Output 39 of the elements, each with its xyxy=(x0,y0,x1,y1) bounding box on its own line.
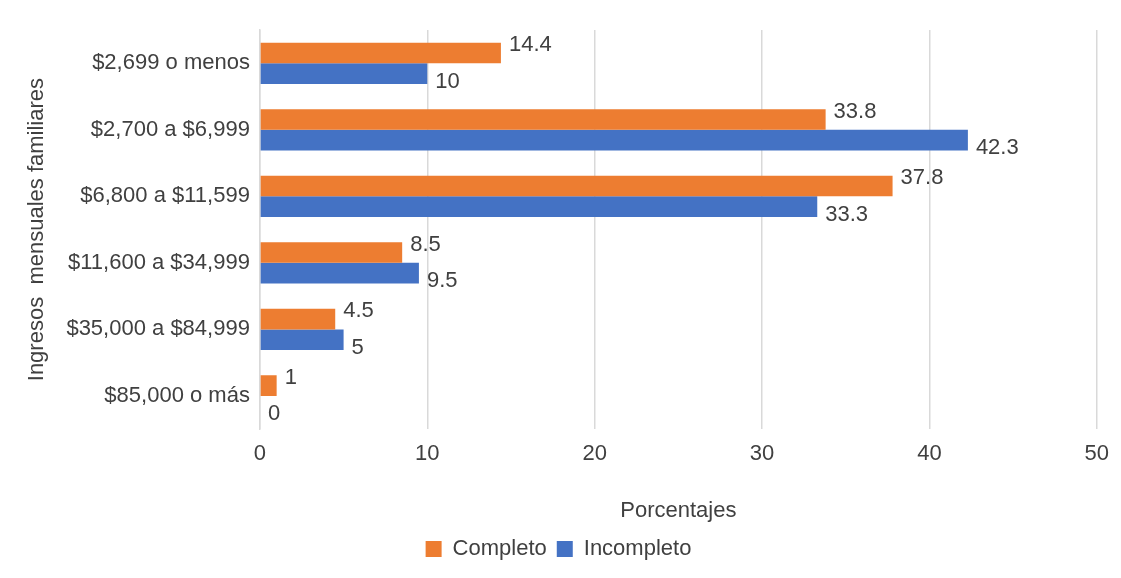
bar xyxy=(260,308,336,330)
x-tick-label: 20 xyxy=(582,440,607,466)
y-axis-title: Ingresos mensuales familiares xyxy=(23,77,49,382)
bar xyxy=(260,42,501,64)
bar xyxy=(260,129,968,151)
data-label: 33.3 xyxy=(825,200,869,226)
y-tick-label: $2,700 a $6,999 xyxy=(90,115,250,141)
y-tick-label: $2,699 o menos xyxy=(92,49,250,75)
bar xyxy=(260,63,428,84)
x-tick-label: 50 xyxy=(1084,440,1110,466)
x-tick-label: 0 xyxy=(253,440,267,466)
y-tick-label: $11,600 a $34,999 xyxy=(68,248,250,274)
data-label: 42.3 xyxy=(975,134,1019,160)
bar xyxy=(260,242,403,263)
data-label: 5 xyxy=(351,333,364,359)
y-tick-label: $6,800 a $11,599 xyxy=(80,182,250,208)
bar xyxy=(260,196,818,217)
data-label: 9.5 xyxy=(426,267,458,293)
data-label: 10 xyxy=(435,67,460,93)
data-label: 4.5 xyxy=(343,297,374,323)
data-label: 8.5 xyxy=(410,230,441,256)
y-tick-label: $35,000 a $84,999 xyxy=(66,315,250,341)
data-label: 0 xyxy=(267,400,281,426)
bar xyxy=(260,175,893,197)
legend-label: Completo xyxy=(452,535,547,561)
bar xyxy=(260,375,277,396)
y-tick-label: $85,000 o más xyxy=(104,382,250,407)
x-tick-label: 40 xyxy=(917,440,942,466)
legend-label: Incompleto xyxy=(583,535,692,561)
x-tick-label: 10 xyxy=(415,440,440,466)
bar xyxy=(260,109,826,130)
x-axis-title: Porcentajes xyxy=(620,496,737,522)
bar xyxy=(260,329,344,351)
x-tick-label: 30 xyxy=(749,440,775,466)
data-label: 1 xyxy=(284,363,297,389)
data-label: 37.8 xyxy=(900,164,944,190)
data-label: 14.4 xyxy=(508,31,552,57)
bar xyxy=(260,262,419,284)
data-label: 33.8 xyxy=(833,97,877,123)
